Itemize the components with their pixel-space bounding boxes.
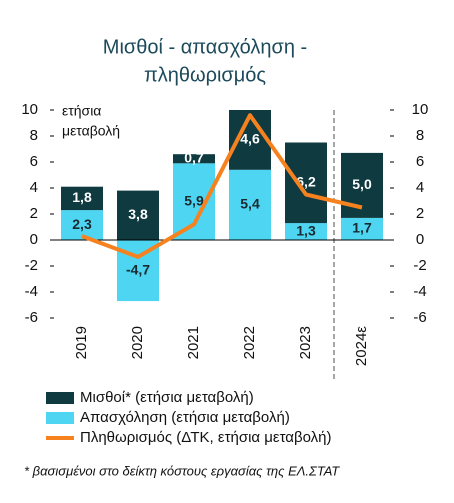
line — [81, 113, 363, 259]
value-label: 5,9 — [184, 192, 204, 208]
y-tick-label: -6 — [25, 309, 38, 326]
x-tick-label: 2023 — [297, 326, 314, 359]
bar — [229, 169, 271, 240]
footnote: * βασισμένοι στο δείκτη κόστους εργασίας… — [24, 463, 340, 478]
legend-label: Πληθωρισμός (ΔΤΚ, ετήσια μεταβολή) — [80, 429, 332, 446]
x-tick-label: 2021 — [185, 326, 202, 359]
y2-tick-label: 8 — [416, 127, 424, 144]
y-axis-label: ετήσια — [62, 103, 101, 119]
y-tick-label: 10 — [21, 101, 38, 118]
y2-tick-label: -2 — [413, 257, 426, 274]
y-tick-label: -2 — [25, 257, 38, 274]
bar — [285, 223, 327, 240]
y-tick-label: 0 — [30, 231, 38, 248]
y-tick-label: 2 — [30, 205, 38, 222]
chart-title: Μισθοί - απασχόληση - — [103, 36, 307, 58]
value-label: 5,4 — [240, 196, 260, 212]
legend-label: Απασχόληση (ετήσια μεταβολή) — [80, 409, 290, 426]
legend-label: Μισθοί* (ετήσια μεταβολή) — [80, 389, 254, 406]
y2-tick-label: 0 — [416, 231, 424, 248]
y-tick-label: 4 — [30, 179, 38, 196]
y2-tick-label: 10 — [412, 101, 429, 118]
value-label: 3,8 — [128, 206, 148, 222]
y-tick-label: -4 — [25, 283, 38, 300]
value-label: 1,3 — [296, 222, 316, 238]
y-tick-label: 8 — [30, 127, 38, 144]
bar — [117, 190, 159, 240]
value-label: 4,6 — [240, 131, 260, 147]
y2-tick-label: 2 — [416, 205, 424, 222]
x-tick-label: 2020 — [129, 326, 146, 359]
bar — [341, 217, 383, 240]
y-axis-label: μεταβολή — [62, 123, 120, 139]
value-label: 1,7 — [352, 220, 372, 236]
bar — [173, 163, 215, 240]
y2-tick-label: 6 — [416, 153, 424, 170]
x-tick-label: 2024ε — [353, 326, 370, 366]
value-label: 0,7 — [184, 149, 204, 165]
bar — [61, 186, 103, 211]
bar — [173, 154, 215, 164]
legend-swatch — [46, 412, 74, 424]
x-tick-label: 2022 — [241, 326, 258, 359]
value-label: 2,3 — [72, 216, 92, 232]
y2-tick-label: -4 — [413, 283, 426, 300]
y-tick-label: 6 — [30, 153, 38, 170]
bar — [61, 210, 103, 240]
bar — [285, 142, 327, 224]
y2-tick-label: 4 — [416, 179, 424, 196]
legend-swatch — [46, 392, 74, 404]
value-label: -4,7 — [126, 261, 150, 277]
x-tick-label: 2019 — [73, 326, 90, 359]
chart-title: πληθωρισμός — [144, 64, 266, 86]
y2-tick-label: -6 — [413, 309, 426, 326]
value-label: 1,8 — [72, 189, 92, 205]
value-label: 5,0 — [352, 176, 372, 192]
